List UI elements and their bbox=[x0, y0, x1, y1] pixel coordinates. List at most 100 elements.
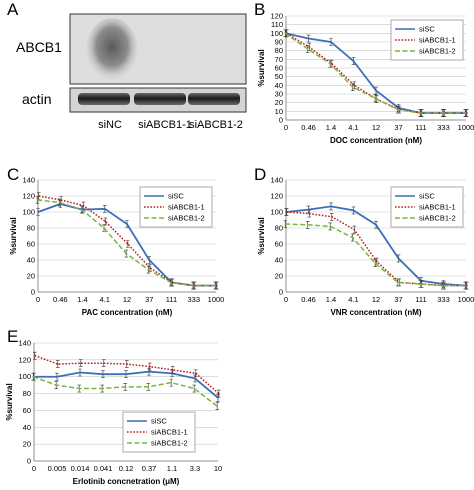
x-tick-label: 1.4 bbox=[77, 295, 87, 304]
data-point bbox=[353, 228, 356, 231]
data-point bbox=[79, 371, 81, 374]
data-point bbox=[58, 201, 61, 204]
data-point bbox=[214, 284, 217, 287]
data-point bbox=[171, 281, 174, 284]
legend-label: siABCB1-2 bbox=[419, 214, 456, 223]
y-tick-label: 60 bbox=[275, 240, 283, 249]
x-axis-title: DOC concentration (nM) bbox=[330, 136, 422, 145]
x-tick-label: 0 bbox=[284, 295, 288, 304]
x-tick-label: 4.1 bbox=[348, 295, 358, 304]
chart-panel-c: 0 20 40 60 80 100 120 140 0 0.46 1.4 4.1 12 37 111 333 1… bbox=[9, 176, 224, 318]
x-tick-label: 12 bbox=[123, 295, 131, 304]
panel-a-western-blot: A ABCB1 actin siNC siABCB1-1 siABCB1-2 bbox=[7, 0, 247, 131]
x-tick-label: 4.1 bbox=[348, 123, 358, 132]
data-point bbox=[56, 375, 58, 378]
data-point bbox=[284, 32, 287, 35]
lane-label-siabcb1-1: siABCB1-1 bbox=[138, 119, 192, 131]
x-tick-label: 333 bbox=[437, 295, 450, 304]
data-point bbox=[148, 259, 151, 261]
legend-label: siSC bbox=[168, 192, 184, 201]
x-tick-label: 1.4 bbox=[326, 123, 336, 132]
y-tick-label: 20 bbox=[275, 272, 283, 281]
x-tick-label: 0 bbox=[284, 123, 288, 132]
panel-letter-d: D bbox=[254, 165, 266, 184]
data-point bbox=[352, 209, 355, 212]
data-point bbox=[464, 112, 467, 114]
series-line-siabcb1-1 bbox=[38, 195, 217, 287]
data-point bbox=[308, 212, 311, 215]
data-point bbox=[353, 84, 356, 87]
data-point bbox=[32, 375, 35, 378]
data-point bbox=[216, 405, 219, 408]
y-tick-label: 0 bbox=[31, 288, 35, 297]
legend-label: siSC bbox=[151, 417, 167, 426]
y-tick-label: 140 bbox=[22, 176, 35, 185]
x-tick-label: 1000 bbox=[458, 295, 474, 304]
y-tick-label: 30 bbox=[275, 90, 283, 99]
series-line-siabcb1-2 bbox=[32, 376, 218, 407]
x-tick-label: 333 bbox=[187, 295, 200, 304]
x-axis-title: VNR concentration (nM) bbox=[330, 308, 421, 317]
y-tick-label: 0 bbox=[27, 457, 31, 466]
data-point bbox=[192, 284, 194, 287]
data-point bbox=[36, 199, 39, 201]
chart-panel-d: 0 20 40 60 80 100 120 140 0 0.46 1.4 4.1 12 37 111 333 1… bbox=[257, 176, 474, 318]
data-point bbox=[194, 377, 196, 380]
panel-letter-c: C bbox=[7, 165, 19, 184]
y-tick-label: 20 bbox=[23, 440, 31, 449]
y-tick-label: 100 bbox=[18, 372, 31, 381]
data-point bbox=[102, 373, 104, 376]
x-tick-label: 37 bbox=[394, 295, 402, 304]
y-axis-title: %survival bbox=[9, 217, 18, 254]
data-point bbox=[330, 205, 332, 208]
data-point bbox=[329, 225, 332, 228]
data-point bbox=[306, 48, 309, 50]
y-axis-title: %survival bbox=[257, 217, 266, 254]
data-point bbox=[330, 215, 333, 218]
y-tick-label: 20 bbox=[275, 98, 283, 107]
data-point bbox=[147, 385, 150, 388]
y-tick-label: 40 bbox=[23, 423, 31, 432]
y-tick-label: 120 bbox=[18, 355, 31, 364]
data-point bbox=[55, 384, 58, 387]
x-tick-label: 1.4 bbox=[326, 295, 336, 304]
x-axis-title: PAC concentration (nM) bbox=[82, 308, 173, 317]
data-point bbox=[125, 363, 128, 365]
y-tick-label: 60 bbox=[23, 406, 31, 415]
data-point bbox=[215, 284, 218, 287]
x-tick-label: 0.014 bbox=[71, 464, 90, 473]
x-tick-label: 12 bbox=[372, 123, 380, 132]
x-tick-label: 0.46 bbox=[53, 295, 68, 304]
data-point bbox=[374, 262, 377, 265]
data-point bbox=[37, 211, 39, 213]
legend-label: siABCB1-2 bbox=[419, 47, 456, 56]
panel-letter-a: A bbox=[7, 0, 19, 19]
y-tick-label: 100 bbox=[270, 29, 283, 38]
lane-label-sinc: siNC bbox=[98, 119, 122, 131]
data-point bbox=[193, 284, 196, 287]
data-point bbox=[441, 284, 444, 287]
y-tick-label: 40 bbox=[275, 256, 283, 265]
y-tick-label: 140 bbox=[270, 176, 283, 185]
x-tick-label: 37 bbox=[145, 295, 153, 304]
y-tick-label: 50 bbox=[275, 72, 283, 81]
data-point bbox=[193, 387, 196, 390]
y-tick-label: 120 bbox=[22, 192, 35, 201]
x-tick-label: 111 bbox=[415, 123, 426, 132]
x-tick-label: 0 bbox=[36, 295, 40, 304]
data-point bbox=[397, 257, 400, 260]
y-tick-label: 90 bbox=[275, 38, 283, 47]
legend-label: siSC bbox=[419, 192, 435, 201]
legend-label: siABCB1-2 bbox=[151, 439, 188, 448]
blot-row-label-abcb1: ABCB1 bbox=[16, 39, 62, 55]
x-tick-label: 111 bbox=[166, 295, 177, 304]
x-tick-label: 0.12 bbox=[119, 464, 134, 473]
data-point bbox=[329, 62, 332, 65]
y-tick-label: 110 bbox=[271, 20, 283, 29]
actin-band-siabcb1-2 bbox=[188, 93, 240, 105]
x-tick-label: 1000 bbox=[458, 123, 474, 132]
x-tick-label: 0.46 bbox=[301, 123, 316, 132]
x-tick-label: 333 bbox=[437, 123, 450, 132]
panel-letter-b: B bbox=[254, 0, 265, 19]
